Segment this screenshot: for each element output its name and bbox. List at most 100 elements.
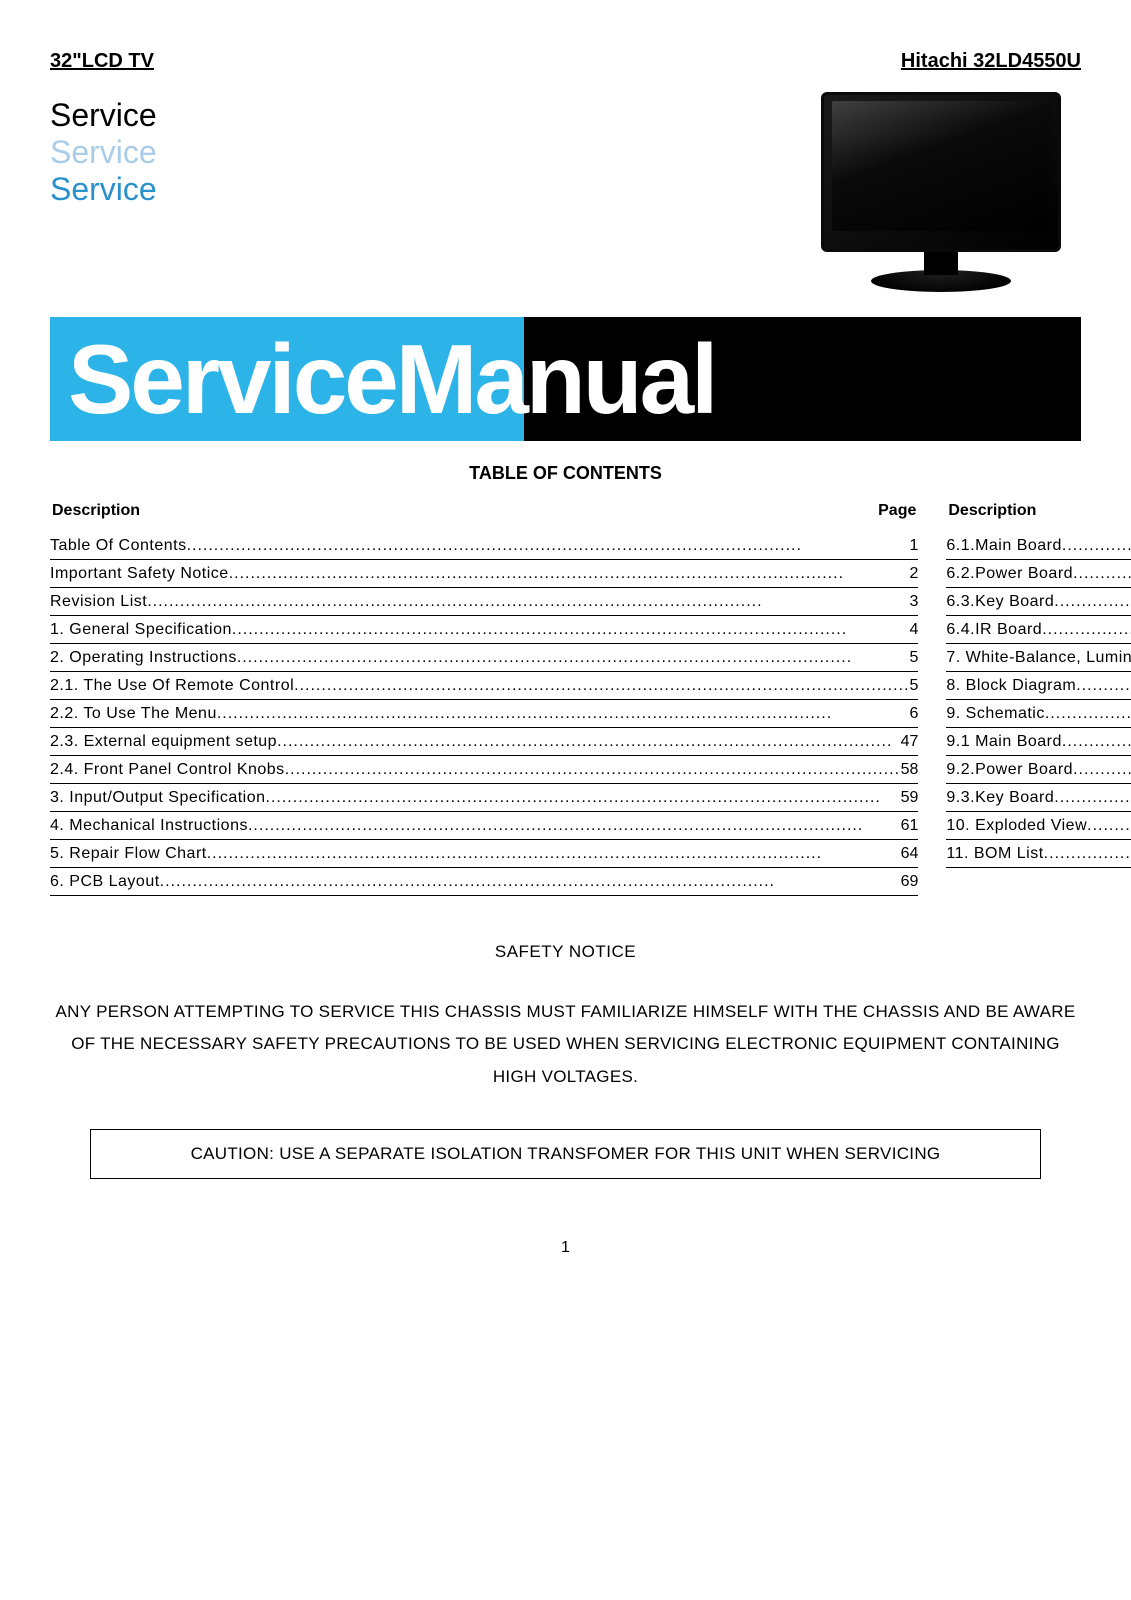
toc-row-dots [294,677,909,695]
toc-row-page: 69 [901,873,919,891]
toc-row-desc: 6.4.IR Board [946,621,1042,639]
toc-row-dots [1073,565,1131,583]
toc-row-page: 4 [909,621,918,639]
toc-right-rows: 6.1.Main Board696.2.Power Board726.3.Key… [946,532,1131,868]
toc-row-desc: 9. Schematic [946,705,1044,723]
toc-row-desc: 6. PCB Layout [50,873,160,891]
toc-row-desc: 2.4. Front Panel Control Knobs [50,761,285,779]
service-word-3: Service [50,171,157,208]
tv-screen [821,92,1061,252]
toc-row: 6.4.IR Board73 [946,616,1131,644]
toc-row-dots [266,789,901,807]
toc-row-desc: 6.3.Key Board [946,593,1054,611]
toc-right-header: Description Page [946,502,1131,520]
toc-row: 1. General Specification 4 [50,616,918,644]
toc-row-desc: 9.1 Main Board [946,733,1062,751]
header-left: 32"LCD TV [50,50,154,73]
toc-row-page: 58 [901,761,919,779]
toc-row: Revision List 3 [50,588,918,616]
toc-row-desc: 9.3.Key Board [946,789,1054,807]
toc-right-column: Description Page 6.1.Main Board696.2.Pow… [946,502,1131,896]
toc-left-column: Description Page Table Of Contents1Impor… [50,502,918,896]
toc-row: 8. Block Diagram76 [946,672,1131,700]
banner-word-service: Service [68,324,396,434]
toc-row: Important Safety Notice 2 [50,560,918,588]
toc-row-dots [207,845,901,863]
toc-row-page: 64 [901,845,919,863]
toc-row-desc: Table Of Contents [50,537,187,555]
toc-title: TABLE OF CONTENTS [50,463,1081,484]
toc-row-dots [1062,733,1131,751]
safety-notice-title: SAFETY NOTICE [50,942,1081,962]
toc-row-dots [229,565,910,583]
toc-row: 2.4. Front Panel Control Knobs 58 [50,756,918,784]
header-right: Hitachi 32LD4550U [901,50,1081,73]
toc-header-desc: Description [52,502,140,520]
service-manual-banner: ServiceManual [50,317,1081,441]
toc-row: 2.2. To Use The Menu6 [50,700,918,728]
toc-row-desc: 10. Exploded View [946,817,1087,835]
toc-row-page: 47 [901,733,919,751]
toc-left-rows: Table Of Contents1Important Safety Notic… [50,532,918,896]
toc-row-page: 5 [909,649,918,667]
toc-row-desc: 2. Operating Instructions [50,649,237,667]
toc-row-desc: Revision List [50,593,147,611]
toc-row-dots [248,817,901,835]
toc-row: 9.1 Main Board77 [946,728,1131,756]
toc-row: 6.3.Key Board73 [946,588,1131,616]
toc-row-page: 5 [909,677,918,695]
document-header: 32"LCD TV Hitachi 32LD4550U [50,50,1081,73]
toc-row-desc: 2.1. The Use Of Remote Control [50,677,294,695]
toc-row-page: 2 [909,565,918,583]
toc-row: Table Of Contents1 [50,532,918,560]
top-section: Service Service Service [50,87,1081,297]
banner-text: ServiceManual [68,323,715,436]
toc-row-desc: Important Safety Notice [50,565,229,583]
toc-row-page: 61 [901,817,919,835]
service-word-1: Service [50,97,157,134]
toc-row-dots [217,705,910,723]
toc-row-dots [1073,761,1131,779]
toc-row-dots [147,593,909,611]
toc-row-dots [1054,593,1131,611]
toc-row-desc: 6.1.Main Board [946,537,1062,555]
toc-row-dots [1042,621,1131,639]
toc-row-desc: 11. BOM List [946,845,1043,863]
toc-row: 9. Schematic77 [946,700,1131,728]
toc-row: 7. White-Balance, Luminance Adjustment74 [946,644,1131,672]
toc-row-dots [1044,845,1131,863]
banner-word-manual: Manual [396,324,716,434]
toc-header-desc: Description [948,502,1036,520]
toc-row: 10. Exploded View98 [946,812,1131,840]
toc-row-desc: 5. Repair Flow Chart [50,845,207,863]
toc-row-desc: 2.3. External equipment setup [50,733,277,751]
toc-row-dots [1076,677,1131,695]
toc-row-page: 3 [909,593,918,611]
tv-stand-neck [924,251,958,275]
toc-row-dots [160,873,901,891]
toc-row-desc: 9.2.Power Board [946,761,1073,779]
toc-row-dots [277,733,901,751]
page-number: 1 [50,1239,1081,1257]
toc-row-desc: 3. Input/Output Specification [50,789,266,807]
toc-row: 2.1. The Use Of Remote Control 5 [50,672,918,700]
toc-row-desc: 8. Block Diagram [946,677,1076,695]
toc-row-dots [187,537,910,555]
toc-row-desc: 1. General Specification [50,621,232,639]
toc-row: 9.2.Power Board96 [946,756,1131,784]
toc-row: 11. BOM List99 [946,840,1131,868]
toc-row-dots [1062,537,1131,555]
tv-product-illustration [801,87,1081,297]
toc-row-dots [285,761,901,779]
toc-row-dots [1045,705,1131,723]
toc-row: 9.3.Key Board97 [946,784,1131,812]
toc-row-dots [232,621,910,639]
safety-notice-body: ANY PERSON ATTEMPTING TO SERVICE THIS CH… [50,996,1081,1093]
toc-row-page: 6 [909,705,918,723]
toc-row-desc: 6.2.Power Board [946,565,1073,583]
toc-left-header: Description Page [50,502,918,520]
service-word-stack: Service Service Service [50,87,157,207]
toc-row: 6.2.Power Board72 [946,560,1131,588]
toc-row-desc: 7. White-Balance, Luminance Adjustment [946,649,1131,667]
toc-row-dots [1054,789,1131,807]
